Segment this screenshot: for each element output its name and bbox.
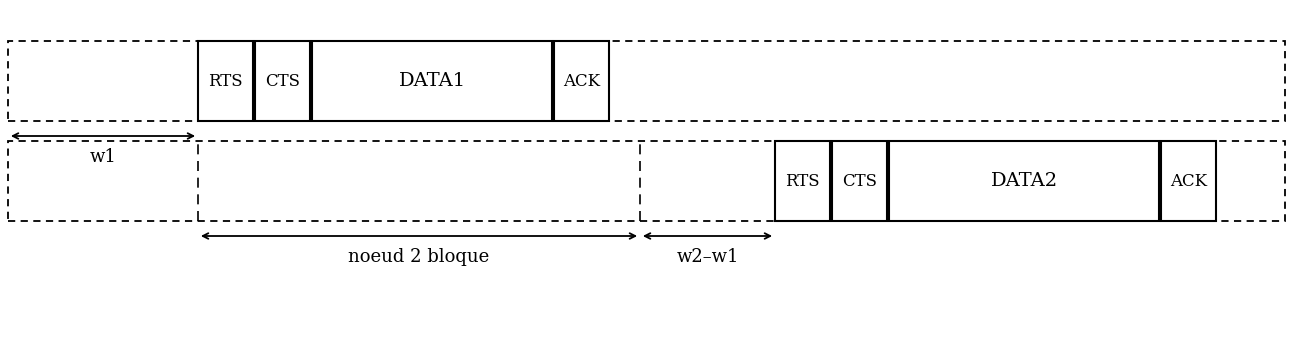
Text: DATA1: DATA1	[398, 72, 465, 90]
Bar	[553, 41, 609, 121]
Bar	[890, 141, 1159, 221]
Bar	[1161, 141, 1215, 221]
Text: RTS: RTS	[208, 73, 243, 89]
Text: w1: w1	[89, 148, 116, 166]
Text: RTS: RTS	[785, 173, 820, 190]
Bar	[312, 41, 552, 121]
Text: w2–w1: w2–w1	[676, 248, 738, 266]
Text: DATA2: DATA2	[990, 172, 1058, 190]
Bar	[198, 41, 253, 121]
Bar	[8, 41, 1285, 121]
Text: noeud 2 bloque: noeud 2 bloque	[348, 248, 490, 266]
Text: CTS: CTS	[265, 73, 300, 89]
Text: ACK: ACK	[562, 73, 600, 89]
Bar	[831, 141, 887, 221]
Text: ACK: ACK	[1170, 173, 1208, 190]
Bar	[8, 141, 1285, 221]
Text: CTS: CTS	[842, 173, 877, 190]
Bar	[255, 41, 310, 121]
Bar	[775, 141, 830, 221]
